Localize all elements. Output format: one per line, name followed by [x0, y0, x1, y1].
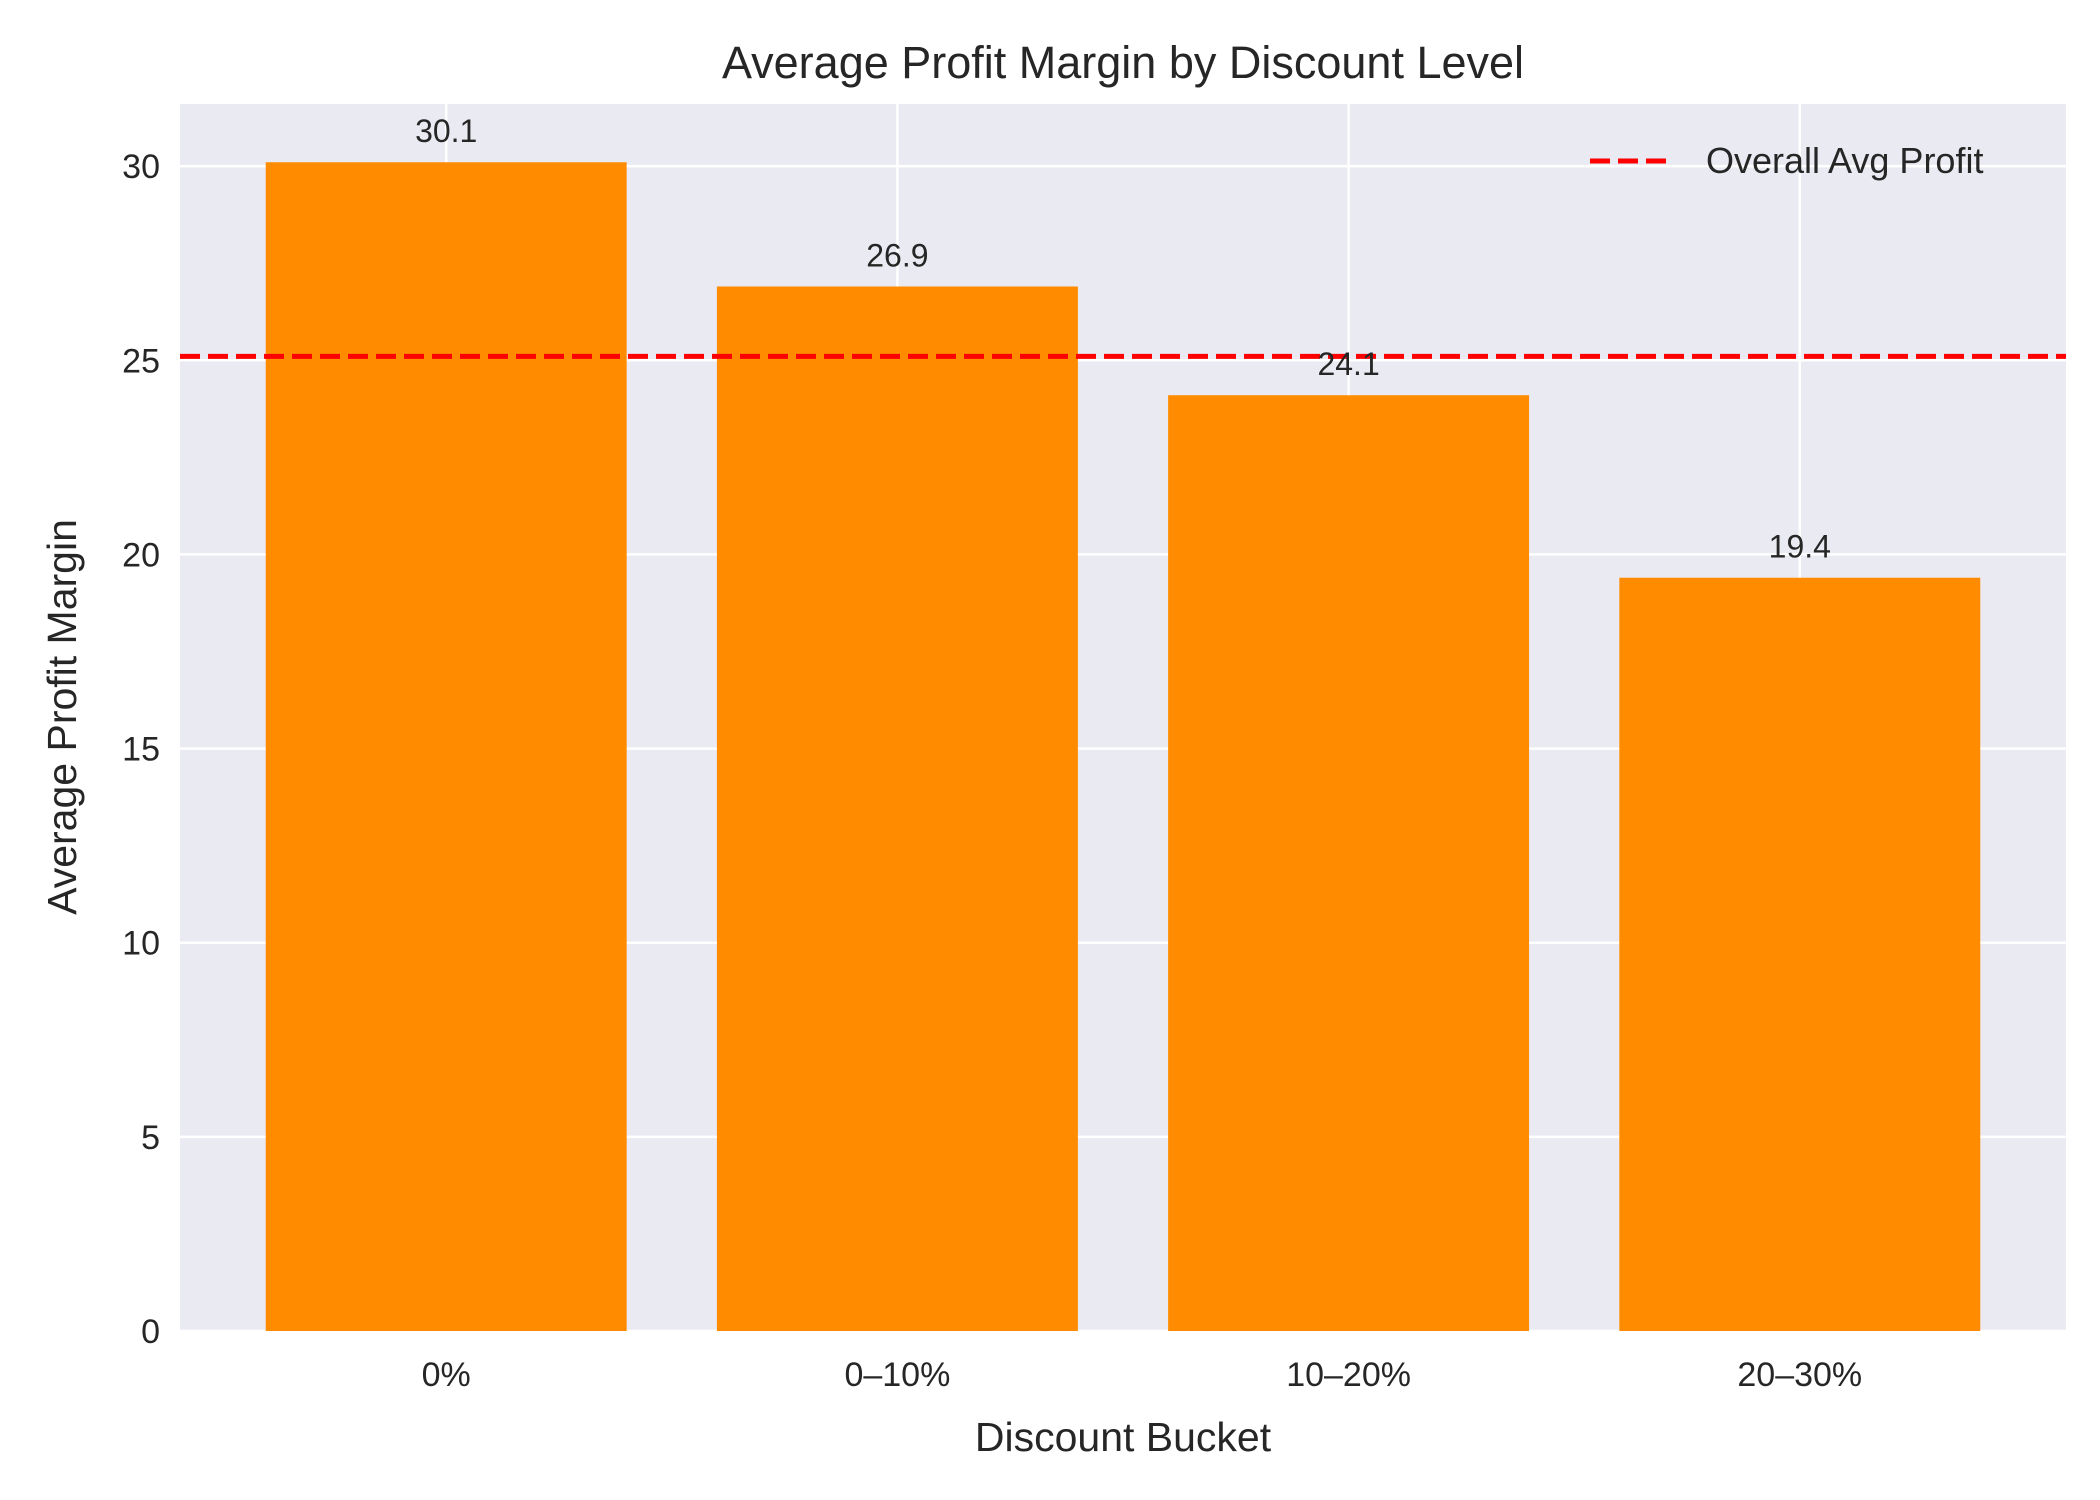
bar — [265, 162, 627, 1332]
x-tick-label: 20–30% — [1737, 1356, 1862, 1394]
x-tick-label: 0–10% — [844, 1356, 950, 1394]
chart-title: Average Profit Margin by Discount Level — [722, 37, 1524, 88]
x-axis-label: Discount Bucket — [975, 1414, 1272, 1460]
y-tick-label: 15 — [122, 731, 160, 769]
legend-label-reference-line: Overall Avg Profit — [1706, 140, 1983, 181]
y-tick-label: 5 — [141, 1119, 160, 1157]
y-tick-label: 30 — [122, 148, 160, 186]
x-axis-ticks: 0% 0–10% 10–20% 20–30% — [422, 1356, 1863, 1394]
x-tick-label: 0% — [422, 1356, 471, 1394]
bar-value-label: 19.4 — [1769, 529, 1831, 565]
bar-value-label: 26.9 — [866, 237, 928, 273]
legend: Overall Avg Profit — [1590, 140, 1983, 181]
y-axis-ticks: 0 5 10 15 20 25 30 — [122, 148, 160, 1351]
bars — [265, 162, 1981, 1332]
y-axis-label: Average Profit Margin — [39, 519, 85, 915]
bar-value-labels: 30.1 26.9 24.1 19.4 — [415, 113, 1831, 564]
y-tick-label: 20 — [122, 536, 160, 574]
y-tick-label: 10 — [122, 925, 160, 963]
x-tick-label: 10–20% — [1286, 1356, 1411, 1394]
bar — [1168, 395, 1530, 1331]
y-tick-label: 0 — [141, 1313, 160, 1351]
bar-value-label: 24.1 — [1317, 346, 1379, 382]
bar — [1619, 577, 1981, 1331]
bar-value-label: 30.1 — [415, 113, 477, 149]
y-tick-label: 25 — [122, 342, 160, 380]
bar — [716, 286, 1078, 1331]
